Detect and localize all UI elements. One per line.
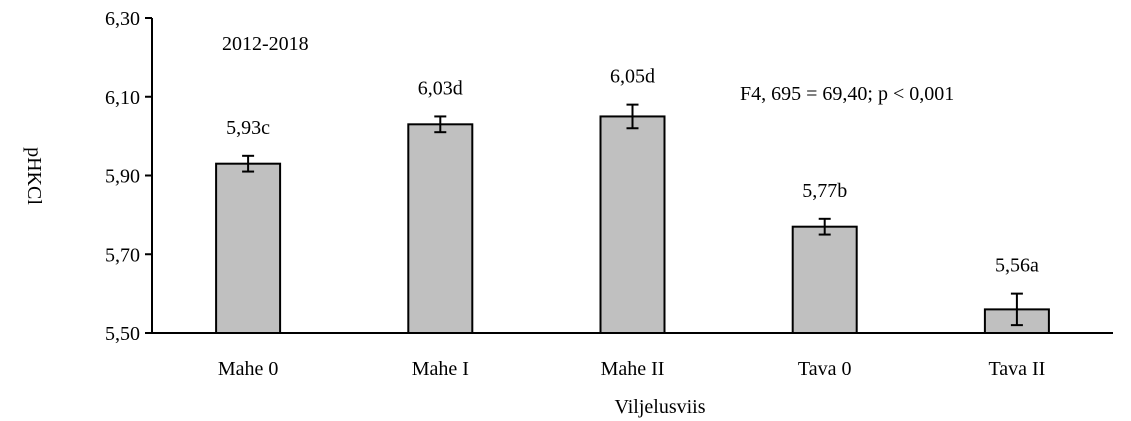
bars: 5,93c Mahe 0 6,03d Mahe I 6,05d Mahe II 5,77b T…	[215, 66, 1050, 380]
y-tick-label: 6,30	[105, 8, 140, 30]
error-bar	[818, 217, 831, 236]
bar-value-label: 6,05d	[610, 66, 655, 88]
period-annotation: 2012-2018	[222, 33, 309, 55]
y-tick-label: 5,50	[105, 323, 140, 345]
y-axis-ticks: 5,50 5,70 5,90 6,10 6,30	[105, 8, 152, 345]
bar	[407, 123, 474, 334]
bar-value-label: 5,56a	[995, 255, 1039, 277]
error-bar	[242, 154, 255, 173]
bar-value-label: 5,93c	[226, 117, 270, 139]
error-bar	[626, 103, 639, 130]
bar	[791, 225, 858, 334]
bar	[599, 115, 666, 334]
error-bar	[434, 115, 447, 134]
bar-value-label: 5,77b	[802, 180, 847, 202]
x-tick-label: Tava II	[988, 358, 1045, 380]
stat-annotation: F4, 695 = 69,40; p < 0,001	[740, 83, 954, 105]
bar-value-label: 6,03d	[418, 77, 463, 99]
y-tick-label: 5,90	[105, 166, 140, 188]
bar	[215, 162, 282, 334]
x-tick-label: Mahe II	[601, 358, 665, 380]
x-tick-label: Mahe 0	[218, 358, 279, 380]
x-tick-label: Mahe I	[412, 358, 469, 380]
y-tick-label: 5,70	[105, 244, 140, 266]
y-tick-label: 6,10	[105, 87, 140, 109]
y-axis-title: pHKCl	[23, 147, 45, 205]
x-axis-title: Viljelusviis	[614, 396, 705, 418]
x-tick-label: Tava 0	[798, 358, 852, 380]
axes	[151, 18, 1113, 334]
error-bar	[1010, 292, 1023, 327]
